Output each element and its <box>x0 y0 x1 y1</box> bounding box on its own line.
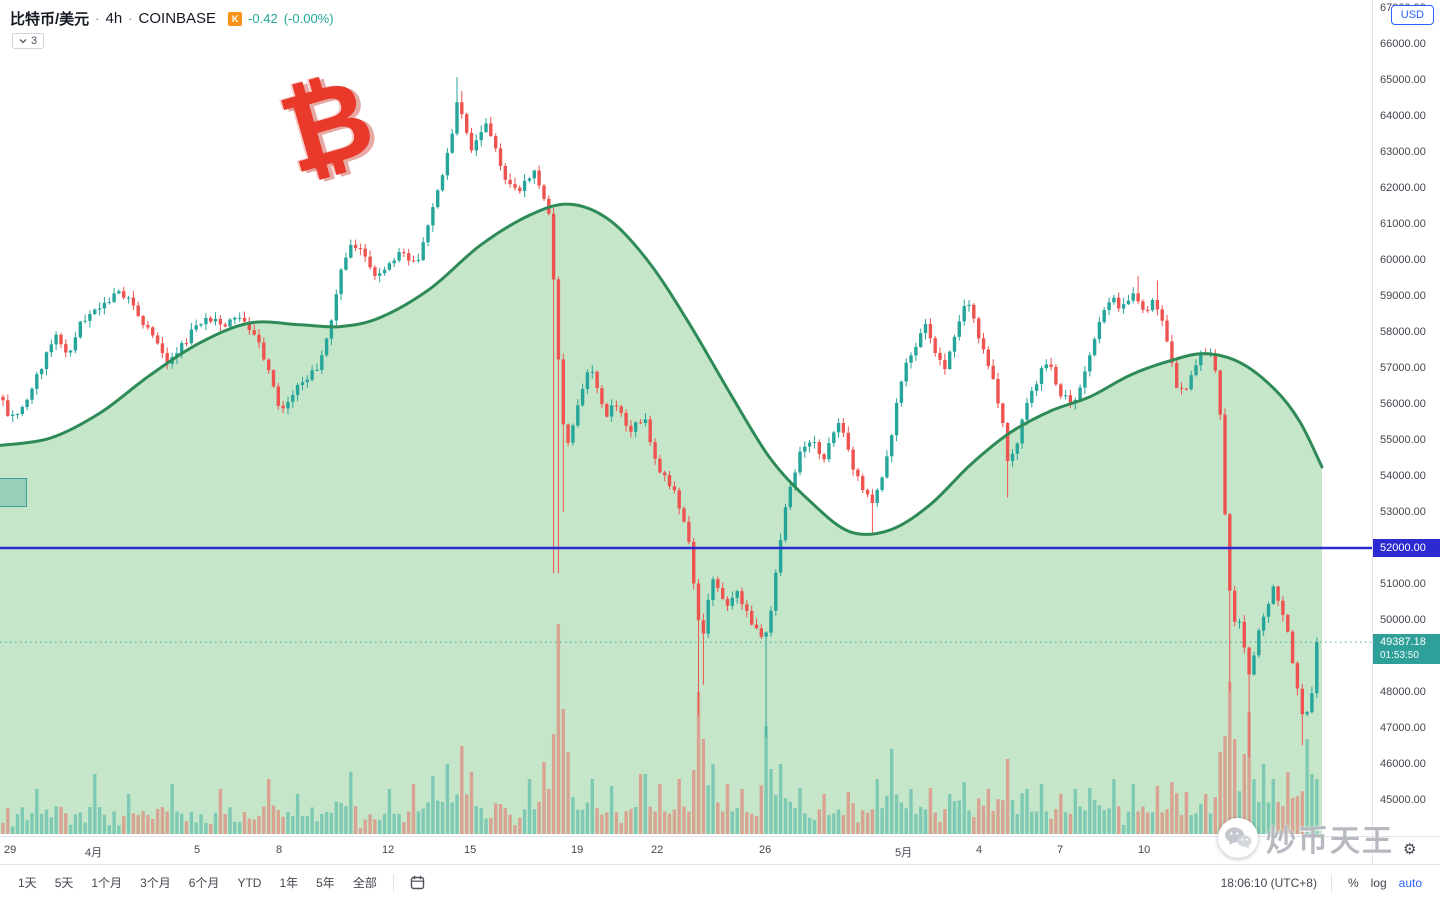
log-scale-button[interactable]: log <box>1365 873 1393 893</box>
symbol-name[interactable]: 比特币/美元 <box>10 11 90 28</box>
price-tick-label: 66000.00 <box>1380 38 1426 50</box>
last-price-value: 49387.18 <box>1380 636 1426 649</box>
price-tick-label: 55000.00 <box>1380 434 1426 446</box>
bottom-toolbar: 1天 5天 1个月 3个月 6个月 YTD 1年 5年 全部 18:06:10 (UTC+8) … <box>0 864 1440 900</box>
range-button-8[interactable]: 5年 <box>310 871 341 894</box>
time-axis-label: 15 <box>464 844 477 856</box>
range-button-4[interactable]: 3个月 <box>134 871 177 894</box>
price-tick-label: 57000.00 <box>1380 362 1426 374</box>
drawing-fragment[interactable] <box>0 478 27 507</box>
price-tick-label: 53000.00 <box>1380 506 1426 518</box>
price-tick-label: 61000.00 <box>1380 218 1426 230</box>
time-axis-label: 7 <box>1057 844 1064 856</box>
horizontal-line-price-tag[interactable]: 52000.00 <box>1373 539 1440 557</box>
price-tick-label: 47000.00 <box>1380 722 1426 734</box>
interval-label[interactable]: 4h <box>105 10 123 27</box>
price-tick-label: 59000.00 <box>1380 290 1426 302</box>
time-axis[interactable]: 29 4月 5 8 12 15 19 22 26 5月 4 7 10 <box>0 836 1372 864</box>
indicators-count: 3 <box>31 35 38 47</box>
time-axis-label: 22 <box>651 844 664 856</box>
price-tick-label: 58000.00 <box>1380 326 1426 338</box>
candlestick-chart-canvas[interactable] <box>0 0 1372 836</box>
percent-scale-button[interactable]: % <box>1342 873 1365 893</box>
time-axis-label: 10 <box>1138 844 1151 856</box>
time-axis-label: 12 <box>382 844 395 856</box>
channel-watermark: 炒币天王 <box>1218 816 1394 860</box>
time-axis-label: 4 <box>976 844 983 856</box>
toolbar-divider <box>392 873 394 892</box>
currency-toggle-button[interactable]: USD <box>1390 5 1434 25</box>
price-chart[interactable] <box>0 0 1372 836</box>
price-tick-label: 60000.00 <box>1380 254 1426 266</box>
axis-corner: ⚙ <box>1372 836 1440 864</box>
price-tick-label: 50000.00 <box>1380 614 1426 626</box>
candles-style-icon[interactable]: K <box>228 11 243 26</box>
symbol-legend[interactable]: 比特币/美元 · 4h · COINBASE K -0.42 (-0.00%) <box>10 8 334 29</box>
price-change: -0.42 <box>248 11 278 26</box>
price-tick-label: 48000.00 <box>1380 686 1426 698</box>
price-tick-label: 51000.00 <box>1380 578 1426 590</box>
price-tick-label: 56000.00 <box>1380 398 1426 410</box>
time-axis-label: 26 <box>759 844 772 856</box>
range-button-3[interactable]: 1个月 <box>85 871 128 894</box>
time-axis-label: 8 <box>276 844 283 856</box>
time-axis-label: 5月 <box>895 847 913 859</box>
price-axis[interactable]: 67000.0066000.0065000.0064000.0063000.00… <box>1372 0 1440 836</box>
time-axis-label: 29 <box>4 844 17 856</box>
price-tick-label: 46000.00 <box>1380 758 1426 770</box>
price-tick-label: 45000.00 <box>1380 794 1426 806</box>
clock-timezone[interactable]: 18:06:10 (UTC+8) <box>1220 875 1317 890</box>
date-range-group: 1天 5天 1个月 3个月 6个月 YTD 1年 5年 全部 <box>12 871 383 894</box>
last-price-tag[interactable]: 49387.18 01:53:50 <box>1373 634 1440 665</box>
range-button-1[interactable]: 1天 <box>12 871 43 894</box>
indicators-collapse-toggle[interactable]: 3 <box>12 33 45 49</box>
bar-countdown: 01:53:50 <box>1380 650 1419 662</box>
time-axis-label: 5 <box>194 844 201 856</box>
range-button-5[interactable]: 6个月 <box>183 871 226 894</box>
price-tick-label: 54000.00 <box>1380 470 1426 482</box>
range-button-9[interactable]: 全部 <box>347 871 383 894</box>
toolbar-divider <box>1330 873 1332 892</box>
range-button-2[interactable]: 5天 <box>49 871 80 894</box>
price-tick-label: 62000.00 <box>1380 182 1426 194</box>
range-button-6[interactable]: YTD <box>231 873 267 893</box>
chevron-down-icon <box>19 39 27 44</box>
time-axis-label: 19 <box>571 844 584 856</box>
time-axis-label: 4月 <box>85 847 103 859</box>
price-change-percent: (-0.00%) <box>283 11 334 26</box>
go-to-date-calendar-icon[interactable] <box>404 872 431 893</box>
auto-scale-button[interactable]: auto <box>1393 873 1428 893</box>
watermark-text: 炒币天王 <box>1266 825 1394 858</box>
exchange-label[interactable]: COINBASE <box>138 10 217 27</box>
legend-separator: · <box>128 11 133 26</box>
wechat-icon <box>1218 818 1258 858</box>
range-button-7[interactable]: 1年 <box>273 871 304 894</box>
chart-settings-gear-icon[interactable]: ⚙ <box>1403 841 1417 858</box>
legend-separator: · <box>95 11 100 26</box>
price-tick-label: 65000.00 <box>1380 74 1426 86</box>
price-tick-label: 64000.00 <box>1380 110 1426 122</box>
price-tick-label: 63000.00 <box>1380 146 1426 158</box>
toolbar-right-group: 18:06:10 (UTC+8) % log auto <box>1217 873 1428 893</box>
